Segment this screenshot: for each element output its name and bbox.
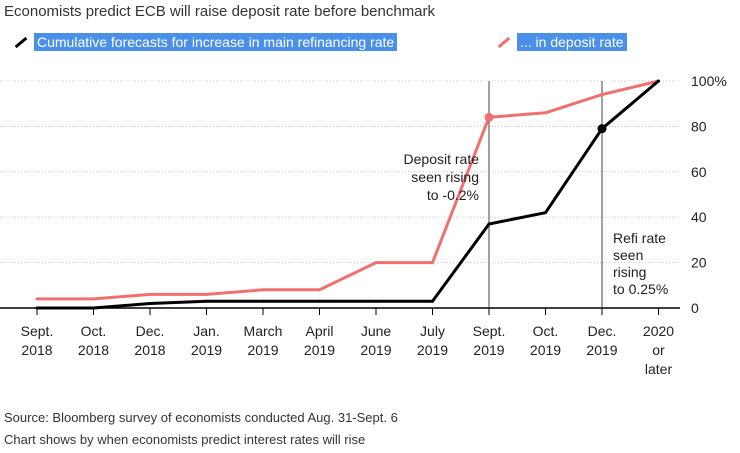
x-tick-label: Dec. 2019 <box>586 323 617 358</box>
data-point-deposit <box>431 261 434 265</box>
data-point-deposit <box>318 288 321 292</box>
x-tick-label: Dec. 2018 <box>134 323 165 358</box>
legend-item-deposit: ... in deposit rate <box>497 32 627 52</box>
source-note: Source: Bloomberg survey of economists c… <box>4 410 398 425</box>
data-point-deposit <box>35 297 39 301</box>
y-tick-label: 0 <box>691 300 699 316</box>
y-tick-label: 100% <box>691 73 727 89</box>
data-point-deposit <box>374 261 378 265</box>
y-tick-label: 40 <box>691 209 707 225</box>
x-tick-label: Oct. 2018 <box>78 323 109 358</box>
x-tick-label: March 2019 <box>244 323 283 358</box>
annotation-refi-text: Refi rate seen rising to 0.25% <box>613 230 668 297</box>
data-point-refi <box>92 306 95 310</box>
data-point-refi <box>487 222 491 226</box>
data-point-deposit <box>205 292 208 296</box>
data-point-deposit <box>261 288 265 292</box>
data-point-refi <box>318 299 321 303</box>
data-point-deposit <box>148 292 152 296</box>
annotation-marker <box>484 112 494 122</box>
annotation-marker <box>597 124 607 134</box>
x-tick-label: Sept. 2019 <box>473 323 506 358</box>
series-line-deposit <box>37 79 659 301</box>
data-point-deposit <box>600 93 604 97</box>
data-point-refi <box>431 299 434 303</box>
annotation-deposit-text: Deposit rate seen rising to -0.2% <box>404 151 480 203</box>
legend-item-refi: Cumulative forecasts for increase in mai… <box>14 32 398 52</box>
data-point-refi <box>148 301 152 305</box>
chart-title: Economists predict ECB will raise deposi… <box>4 3 436 20</box>
series-line-refi <box>37 79 660 310</box>
x-tick-label: Oct. 2019 <box>530 323 561 358</box>
y-tick-label: 20 <box>691 255 707 271</box>
x-tick-label: Sept. 2018 <box>21 323 54 358</box>
x-tick-label: July 2019 <box>417 323 448 358</box>
data-point-refi <box>205 299 208 303</box>
y-tick-label: 60 <box>691 164 707 180</box>
data-point-refi <box>261 299 265 303</box>
data-point-refi <box>35 306 39 310</box>
data-point-deposit <box>544 111 547 115</box>
x-tick-label: Jan. 2019 <box>191 323 222 358</box>
data-point-refi <box>544 211 547 215</box>
chart-note: Chart shows by when economists predict i… <box>4 432 366 447</box>
legend-label-deposit: ... in deposit rate <box>517 33 627 51</box>
legend-label-refi: Cumulative forecasts for increase in mai… <box>34 33 398 51</box>
data-point-deposit <box>92 297 95 301</box>
data-point-refi <box>657 79 660 83</box>
x-tick-label: June 2019 <box>360 323 391 358</box>
x-tick-label: 2020 or later <box>643 323 674 377</box>
y-tick-label: 80 <box>691 118 707 134</box>
x-tick-label: April 2019 <box>304 323 335 358</box>
data-point-refi <box>374 299 378 303</box>
